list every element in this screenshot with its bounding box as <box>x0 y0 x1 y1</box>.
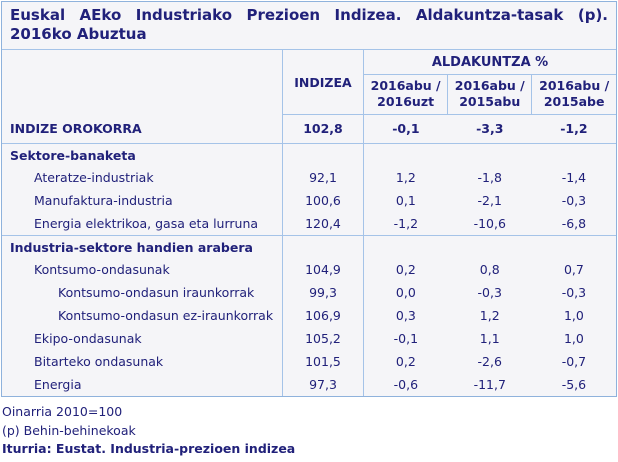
change-value: -6,8 <box>561 216 587 232</box>
label-column-header <box>2 50 282 114</box>
row-label: Kontsumo-ondasun ez-iraunkorrak <box>58 308 274 324</box>
change-value <box>531 142 616 167</box>
period-header-year: 2016abu / 2015abu <box>447 74 532 115</box>
footnotes: Oinarria 2010=100 (p) Behin-behinekoak I… <box>0 398 618 462</box>
table-row: Kontsumo-ondasun iraunkorrak 99,3 0,0 -0… <box>2 281 616 305</box>
change-value: 0,7 <box>563 262 584 278</box>
section-row: Sektore-banaketa <box>2 142 616 167</box>
change-value <box>531 234 616 259</box>
index-value <box>281 234 364 259</box>
table-row: Kontsumo-ondasun ez-iraunkorrak 106,9 0,… <box>2 304 616 328</box>
table-row: Manufaktura-industria 100,6 0,1 -2,1 -0,… <box>2 189 616 213</box>
change-value: -2,6 <box>477 354 502 370</box>
change-value: -0,7 <box>561 354 587 370</box>
index-column-header: INDIZEA <box>281 50 364 115</box>
change-value: 1,2 <box>479 308 500 324</box>
change-value: -1,2 <box>363 212 448 236</box>
change-value <box>363 142 448 167</box>
change-value: -3,3 <box>476 121 504 137</box>
index-value: 92,1 <box>281 166 364 190</box>
footnote-base: Oinarria 2010=100 <box>2 404 123 420</box>
change-value: -1,2 <box>560 121 588 137</box>
change-value: -0,1 <box>363 327 448 351</box>
price-index-table: Euskal AEko Industriako Prezioen Indizea… <box>1 1 617 398</box>
change-value: -1,8 <box>477 170 502 186</box>
row-label: Ekipo-ondasunak <box>34 331 142 347</box>
row-label: Bitarteko ondasunak <box>34 354 164 370</box>
table-body: INDIZE OROKORRA 102,8 -0,1 -3,3 -1,2 Sek… <box>2 114 616 397</box>
change-value: -2,1 <box>477 193 502 209</box>
change-value: 1,0 <box>563 331 584 347</box>
index-value: 97,3 <box>281 373 364 397</box>
change-value: 1,1 <box>479 331 500 347</box>
source-note: Iturria: Eustat. Industria-prezioen indi… <box>2 440 296 456</box>
change-value: -0,3 <box>561 193 587 209</box>
change-value: 0,0 <box>363 281 448 305</box>
row-label: Kontsumo-ondasunak <box>34 262 170 278</box>
change-value: -5,6 <box>561 377 587 393</box>
section-label: Sektore-banaketa <box>2 142 283 167</box>
row-label: Energia elektrikoa, gasa eta lurruna <box>34 216 259 232</box>
change-value: 0,8 <box>479 262 500 278</box>
row-label: INDIZE OROKORRA <box>10 121 142 137</box>
section-row: Industria-sektore handien arabera <box>2 234 616 259</box>
title-line-2: 2016ko Abuztua <box>10 25 147 44</box>
change-value: 1,2 <box>363 166 448 190</box>
table-row: Energia elektrikoa, gasa eta lurruna 120… <box>2 212 616 236</box>
footnote-provisional: (p) Behin-behinekoak <box>2 422 136 438</box>
index-value: 102,8 <box>281 114 364 144</box>
table-row: Ekipo-ondasunak 105,2 -0,1 1,1 1,0 <box>2 327 616 351</box>
change-value: 1,0 <box>563 308 584 324</box>
section-label: Industria-sektore handien arabera <box>2 234 283 259</box>
index-value: 99,3 <box>281 281 364 305</box>
row-label: Ateratze-industriak <box>34 170 154 186</box>
change-value <box>363 234 448 259</box>
change-value: 0,2 <box>363 258 448 282</box>
change-value: -0,1 <box>363 114 448 144</box>
table-row: Energia 97,3 -0,6 -11,7 -5,6 <box>2 373 616 397</box>
table-row: Bitarteko ondasunak 101,5 0,2 -2,6 -0,7 <box>2 350 616 374</box>
index-value: 101,5 <box>281 350 364 374</box>
change-value: 0,2 <box>363 350 448 374</box>
title-line-1: Euskal AEko Industriako Prezioen Indizea… <box>10 6 608 24</box>
change-value: -0,3 <box>477 285 502 301</box>
change-value: -11,7 <box>473 377 506 393</box>
table-header: INDIZEA ALDAKUNTZA % 2016abu / 2016uzt 2… <box>2 50 616 115</box>
index-value: 104,9 <box>281 258 364 282</box>
change-value: -10,6 <box>473 216 506 232</box>
change-group-header: ALDAKUNTZA % <box>363 50 616 75</box>
change-value: 0,1 <box>363 189 448 213</box>
period-header-december: 2016abu / 2015abe <box>531 74 616 115</box>
table-row: Ateratze-industriak 92,1 1,2 -1,8 -1,4 <box>2 166 616 190</box>
row-label: Kontsumo-ondasun iraunkorrak <box>58 285 255 301</box>
change-value: -1,4 <box>561 170 587 186</box>
index-value: 100,6 <box>281 189 364 213</box>
change-value: -0,3 <box>561 285 587 301</box>
row-label: Energia <box>34 377 82 393</box>
change-value <box>447 142 532 167</box>
index-value: 105,2 <box>281 327 364 351</box>
period-header-month: 2016abu / 2016uzt <box>363 74 448 115</box>
page-title: Euskal AEko Industriako Prezioen Indizea… <box>2 2 616 51</box>
index-value <box>281 142 364 167</box>
change-value: -0,6 <box>363 373 448 397</box>
data-table: INDIZEA ALDAKUNTZA % 2016abu / 2016uzt 2… <box>2 50 616 397</box>
table-row: INDIZE OROKORRA 102,8 -0,1 -3,3 -1,2 <box>2 114 616 144</box>
index-value: 106,9 <box>281 304 364 328</box>
table-row: Kontsumo-ondasunak 104,9 0,2 0,8 0,7 <box>2 258 616 282</box>
row-label: Manufaktura-industria <box>34 193 173 209</box>
index-value: 120,4 <box>281 212 364 236</box>
change-value <box>447 234 532 259</box>
change-value: 0,3 <box>363 304 448 328</box>
